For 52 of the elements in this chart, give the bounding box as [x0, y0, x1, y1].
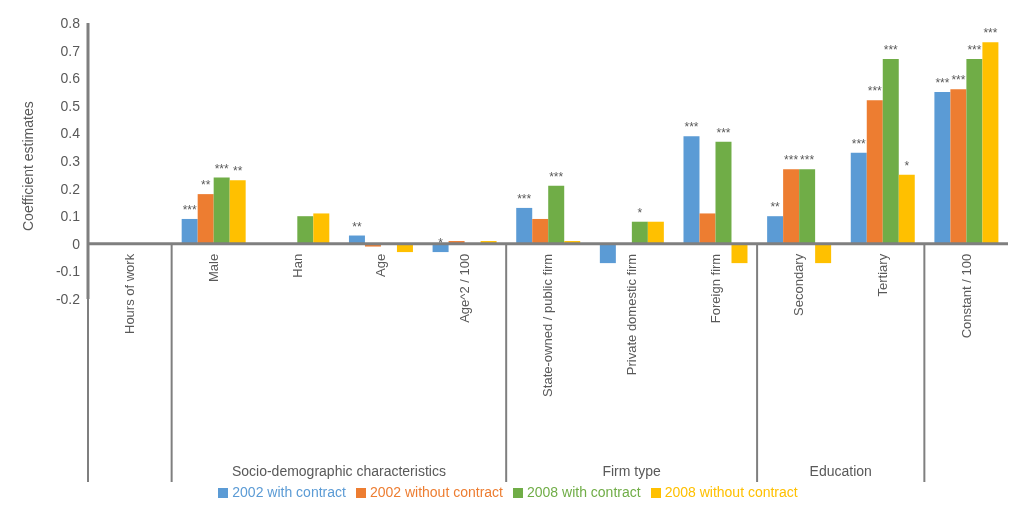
data-label: ** [770, 200, 781, 215]
x-tick-label: Tertiary [875, 253, 891, 297]
text: Socio-demographic characteristics [231, 463, 446, 479]
text: Firm type [602, 463, 662, 479]
data-label: *** [983, 26, 998, 41]
x-tick-label: Age [373, 253, 389, 277]
data-label: *** [784, 153, 799, 168]
data-label: *** [883, 42, 899, 57]
x-tick-label: Age^2 / 100 [456, 253, 472, 323]
data-label: *** [851, 136, 867, 151]
x-tick-label: Private domestic firm [624, 253, 640, 376]
x-tick-label: State-owned / public firm [540, 253, 556, 397]
x-tick-label: Foreign firm [707, 253, 723, 324]
y-tick-label: -0.2 [55, 290, 81, 307]
data-label: *** [182, 202, 197, 217]
data-label: *** [867, 84, 883, 99]
data-label: ** [352, 219, 362, 234]
y-tick-label: -0.1 [55, 263, 81, 280]
data-label: *** [800, 153, 815, 168]
x-tick-label: Hours of work [122, 253, 138, 334]
y-tick-label: 0.2 [60, 180, 81, 197]
data-label: ** [201, 178, 211, 193]
y-tick-label: 0.1 [60, 208, 81, 225]
x-tick-label: Secondary [791, 253, 807, 316]
data-label: *** [214, 161, 229, 176]
data-label: * [904, 158, 910, 173]
y-tick-label: 0.6 [60, 70, 81, 87]
data-label: *** [684, 120, 699, 135]
text: Education [809, 463, 872, 479]
legend-label: 2008 without contract [664, 484, 798, 500]
data-label: *** [967, 42, 982, 57]
data-label: * [438, 236, 444, 251]
data-label: *** [716, 125, 731, 140]
y-tick-label: 0.5 [60, 97, 81, 114]
y-tick-label: 0.7 [60, 42, 81, 59]
data-label: ** [233, 164, 243, 179]
y-tick-label: 0 [72, 235, 81, 252]
data-label: *** [951, 73, 966, 88]
y-axis-title: Coefficient estimates [19, 101, 36, 231]
y-tick-label: 0.8 [60, 14, 81, 31]
legend-label: 2002 without contract [369, 484, 503, 500]
x-tick-label: Male [205, 253, 221, 282]
legend-label: 2008 with contract [527, 484, 641, 500]
data-label: *** [517, 191, 532, 206]
y-tick-label: 0.3 [60, 152, 81, 169]
x-tick-label: Constant / 100 [958, 253, 974, 339]
x-tick-label: Han [289, 253, 305, 278]
data-label: * [637, 205, 643, 220]
legend-label: 2002 with contract [232, 484, 346, 500]
y-tick-label: 0.4 [60, 125, 81, 142]
data-label: *** [549, 169, 564, 184]
data-label: *** [935, 76, 950, 90]
